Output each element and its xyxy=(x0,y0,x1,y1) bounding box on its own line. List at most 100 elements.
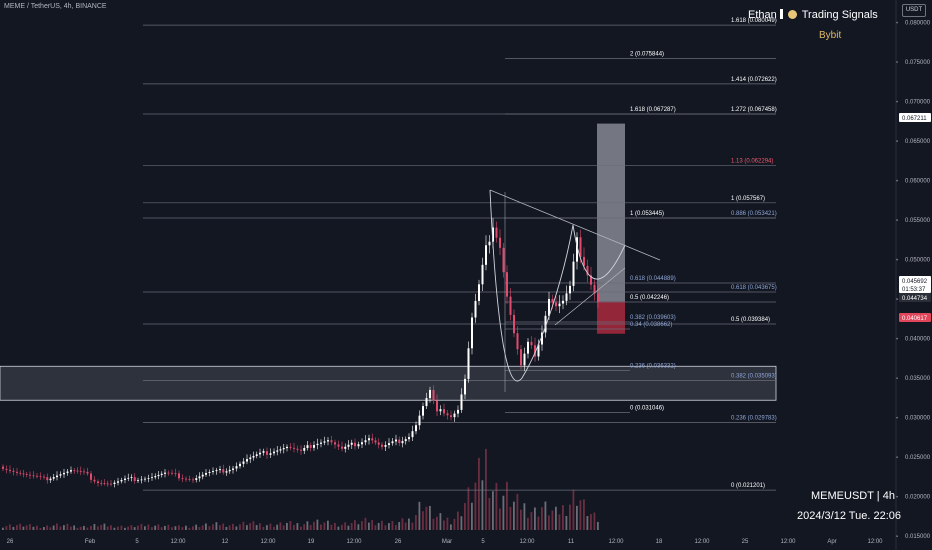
candle-body xyxy=(246,459,248,462)
fib-label: 1 (0.053445) xyxy=(630,211,664,217)
fib-label: 1.414 (0.072622) xyxy=(731,77,777,83)
candle-body xyxy=(157,474,160,477)
candle-body xyxy=(167,472,170,474)
volume-bar xyxy=(429,505,431,530)
volume-bar xyxy=(502,495,505,530)
candle-body xyxy=(481,264,484,285)
volume-bar xyxy=(460,516,463,530)
candle-body xyxy=(457,409,459,414)
volume-bar xyxy=(467,487,470,530)
x-tick-label: 18 xyxy=(656,539,663,545)
volume-bar xyxy=(576,505,578,530)
volume-bar xyxy=(537,516,540,530)
candle-body xyxy=(97,481,99,484)
x-tick-label: 12:00 xyxy=(694,539,710,545)
volume-bar xyxy=(5,526,8,530)
fib-label: 0 (0.031046) xyxy=(630,405,664,411)
price-label-box xyxy=(899,276,931,285)
price-label-text: 0.067211 xyxy=(902,116,927,122)
volume-bar xyxy=(181,527,184,530)
candle-body xyxy=(127,477,130,479)
candle-body xyxy=(404,439,407,442)
fib-label: 0.5 (0.042246) xyxy=(630,295,669,301)
y-tick-dot xyxy=(896,456,898,458)
x-tick-label: 26 xyxy=(395,539,402,545)
price-label-text: 0.044734 xyxy=(902,296,928,302)
volume-bar xyxy=(56,523,58,530)
volume-bar xyxy=(320,524,322,530)
volume-bar xyxy=(46,525,49,530)
candle-body xyxy=(151,477,153,479)
volume-bar xyxy=(164,525,166,530)
volume-bar xyxy=(215,522,218,530)
candle-body xyxy=(341,446,343,449)
volume-bar xyxy=(266,525,268,530)
y-tick-dot xyxy=(896,140,898,142)
candle-body xyxy=(29,474,31,476)
candle-body xyxy=(492,227,494,242)
y-tick-label: 0.020000 xyxy=(905,495,931,501)
candle-body xyxy=(516,333,519,350)
candle-body xyxy=(225,471,228,473)
candle-body xyxy=(485,245,487,265)
volume-bar xyxy=(167,524,170,530)
volume-bar xyxy=(9,524,11,530)
y-tick-label: 0.025000 xyxy=(905,455,931,461)
volume-bar xyxy=(137,525,139,530)
candle-body xyxy=(555,302,557,307)
volume-bar xyxy=(495,482,498,530)
support-zone xyxy=(0,365,777,401)
candle-body xyxy=(408,437,410,440)
volume-bar xyxy=(212,524,214,530)
volume-bar xyxy=(436,516,438,530)
volume-bar xyxy=(485,448,487,530)
volume-bar xyxy=(93,523,96,530)
volume-bar xyxy=(534,507,536,530)
price-label-text: 01:53:37 xyxy=(902,287,926,293)
candle-body xyxy=(377,442,380,445)
volume-bar xyxy=(19,523,22,530)
candle-body xyxy=(86,471,89,474)
watermark-datetime: 2024/3/12 Tue. 22:06 xyxy=(797,510,901,522)
candle-body xyxy=(398,439,401,444)
volume-bar xyxy=(246,525,248,530)
y-tick-label: 0.040000 xyxy=(905,337,931,343)
volume-bar xyxy=(127,526,130,530)
candle-body xyxy=(590,275,592,285)
volume-bar xyxy=(296,523,299,530)
candle-body xyxy=(43,476,45,478)
volume-bar xyxy=(391,520,394,530)
candle-body xyxy=(286,446,288,449)
volume-bar xyxy=(364,517,367,530)
candle-body xyxy=(73,470,76,471)
author-prefix: Ethan xyxy=(748,9,777,21)
candle-body xyxy=(361,442,363,445)
volume-bar xyxy=(195,524,198,530)
x-tick-label: 5 xyxy=(481,539,485,545)
currency-button[interactable]: USDT xyxy=(902,4,926,17)
volume-bar xyxy=(499,508,501,530)
candle-body xyxy=(534,345,536,357)
candle-body xyxy=(467,348,470,379)
candle-body xyxy=(76,470,79,472)
coin-icon xyxy=(787,10,797,19)
candle-body xyxy=(174,473,177,474)
candle-body xyxy=(120,479,123,482)
cup-handle-drawing xyxy=(489,189,661,392)
volume-bar xyxy=(541,507,543,530)
volume-bar xyxy=(527,517,529,530)
volume-bar xyxy=(185,525,187,530)
candle-body xyxy=(133,477,136,481)
volume-bar xyxy=(523,503,526,530)
volume-bar xyxy=(157,524,160,530)
y-tick-label: 0.080000 xyxy=(905,21,931,27)
volume-bar xyxy=(368,522,370,530)
volume-bar xyxy=(124,527,126,530)
candle-body xyxy=(320,442,322,444)
volume-bar xyxy=(39,528,42,530)
y-tick-dot xyxy=(896,337,898,340)
fib-label: 0.5 (0.039384) xyxy=(731,317,770,323)
volume-bar xyxy=(551,510,554,530)
fib-label: 0.236 (0.029783) xyxy=(731,415,777,421)
